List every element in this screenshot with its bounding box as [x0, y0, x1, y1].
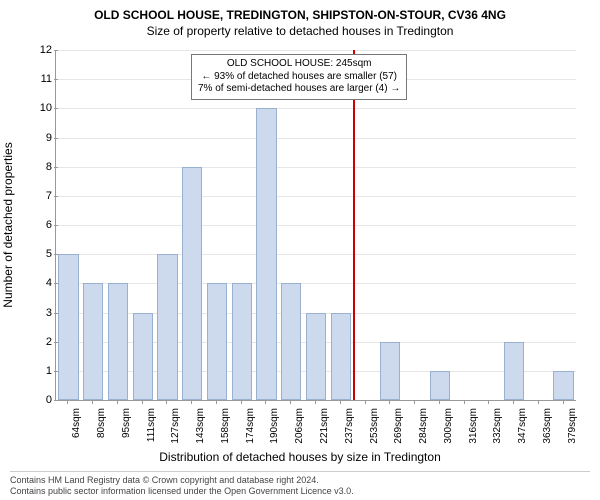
y-tick-label: 10: [30, 102, 52, 114]
y-tick-label: 6: [30, 219, 52, 231]
y-tick-label: 7: [30, 190, 52, 202]
y-tick-label: 11: [30, 73, 52, 85]
x-tick-label: 127sqm: [170, 408, 181, 444]
y-tick-label: 5: [30, 248, 52, 260]
x-tick-label: 95sqm: [121, 408, 132, 438]
reference-line: [353, 50, 355, 400]
x-tick-label: 332sqm: [492, 408, 503, 444]
bar: [256, 108, 276, 400]
x-tick-label: 379sqm: [567, 408, 578, 444]
footer-attribution: Contains HM Land Registry data © Crown c…: [10, 471, 590, 498]
bar: [83, 283, 103, 400]
bar: [108, 283, 128, 400]
x-tick-label: 64sqm: [71, 408, 82, 438]
annot-line3: 7% of semi-detached houses are larger (4…: [198, 83, 400, 96]
bar: [207, 283, 227, 400]
bar: [504, 342, 524, 400]
annotation-box: OLD SCHOOL HOUSE: 245sqm← 93% of detache…: [191, 54, 407, 100]
bar: [182, 167, 202, 400]
x-tick-label: 363sqm: [542, 408, 553, 444]
gridline: [56, 50, 576, 51]
x-tick-label: 269sqm: [393, 408, 404, 444]
gridline: [56, 283, 576, 284]
x-tick-label: 237sqm: [344, 408, 355, 444]
y-tick-label: 3: [30, 307, 52, 319]
chart-container: OLD SCHOOL HOUSE, TREDINGTON, SHIPSTON-O…: [0, 0, 600, 500]
y-tick-label: 12: [30, 44, 52, 56]
gridline: [56, 108, 576, 109]
y-tick-label: 0: [30, 394, 52, 406]
x-tick-label: 284sqm: [418, 408, 429, 444]
y-tick-label: 2: [30, 336, 52, 348]
x-tick-label: 80sqm: [96, 408, 107, 438]
gridline: [56, 254, 576, 255]
y-tick-label: 9: [30, 132, 52, 144]
y-tick-label: 8: [30, 161, 52, 173]
gridline: [56, 138, 576, 139]
bar: [58, 254, 78, 400]
x-tick-label: 221sqm: [319, 408, 330, 444]
x-tick-label: 253sqm: [369, 408, 380, 444]
plot-area: OLD SCHOOL HOUSE: 245sqm← 93% of detache…: [55, 50, 576, 401]
gridline: [56, 196, 576, 197]
annot-line1: OLD SCHOOL HOUSE: 245sqm: [198, 58, 400, 71]
sub-title: Size of property relative to detached ho…: [0, 22, 600, 38]
x-axis-label: Distribution of detached houses by size …: [0, 450, 600, 464]
main-title: OLD SCHOOL HOUSE, TREDINGTON, SHIPSTON-O…: [0, 0, 600, 22]
gridline: [56, 167, 576, 168]
bar: [232, 283, 252, 400]
bar: [331, 313, 351, 401]
x-tick-label: 143sqm: [195, 408, 206, 444]
annot-line2: ← 93% of detached houses are smaller (57…: [198, 71, 400, 84]
y-tick-label: 4: [30, 277, 52, 289]
x-tick-label: 206sqm: [294, 408, 305, 444]
bar: [306, 313, 326, 401]
x-tick-label: 300sqm: [443, 408, 454, 444]
footer-line1: Contains HM Land Registry data © Crown c…: [10, 475, 590, 486]
x-tick-label: 347sqm: [517, 408, 528, 444]
gridline: [56, 225, 576, 226]
x-tick-label: 174sqm: [245, 408, 256, 444]
bar: [133, 313, 153, 401]
x-tick-label: 316sqm: [468, 408, 479, 444]
y-axis-label: Number of detached properties: [1, 60, 15, 225]
footer-line2: Contains public sector information licen…: [10, 486, 590, 497]
y-tick-label: 1: [30, 365, 52, 377]
bar: [430, 371, 450, 400]
bar: [553, 371, 573, 400]
bar: [281, 283, 301, 400]
bar: [157, 254, 177, 400]
x-tick-label: 111sqm: [146, 408, 157, 442]
x-tick-label: 158sqm: [220, 408, 231, 444]
x-tick-label: 190sqm: [269, 408, 280, 444]
bar: [380, 342, 400, 400]
